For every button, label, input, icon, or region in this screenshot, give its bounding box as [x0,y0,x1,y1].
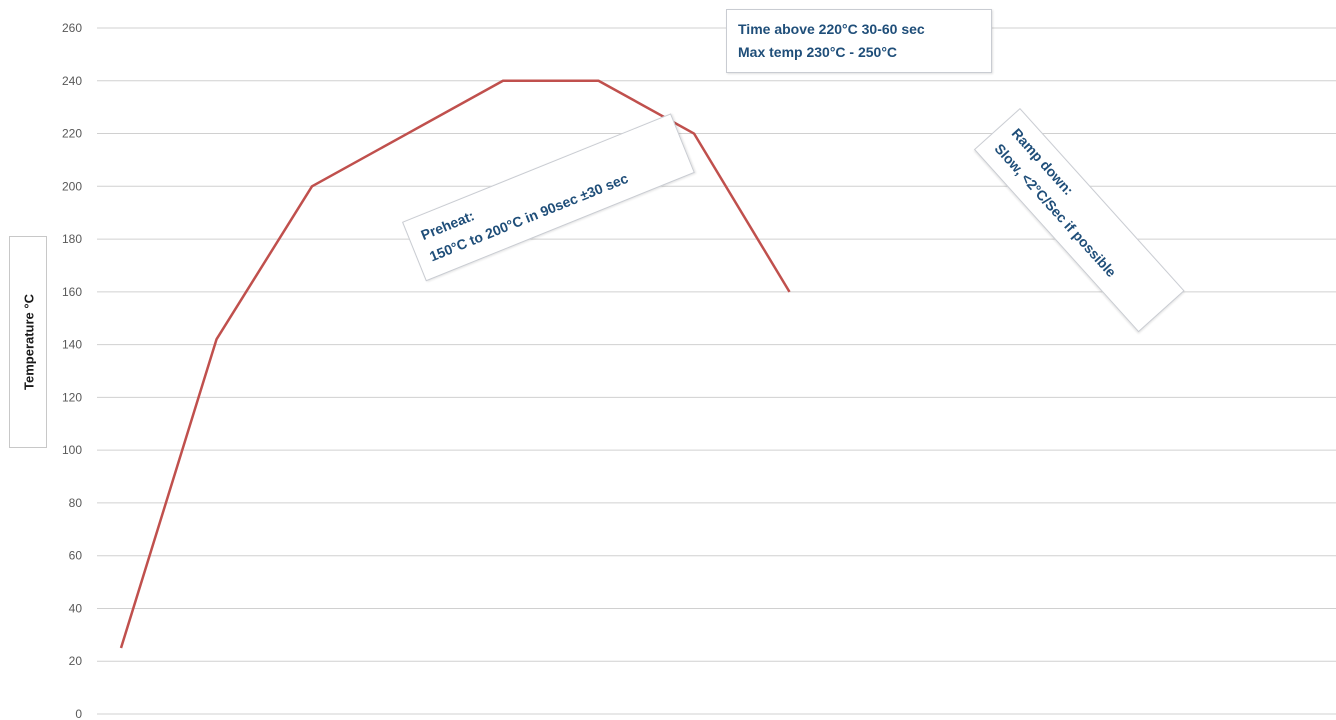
y-tick-label: 60 [69,549,83,563]
annotation-peak-line-1: Time above 220°C 30-60 sec [738,21,925,37]
y-tick-label: 100 [62,443,82,457]
y-tick-label: 240 [62,74,82,88]
y-tick-label: 20 [69,654,83,668]
y-tick-label: 0 [75,707,82,720]
y-tick-label: 120 [62,390,82,404]
series-lines [119,79,791,649]
series-line-0 [119,79,791,649]
y-tick-labels: 0 20 40 60 80 100 120 140 160 180 200 220 240 260 [62,21,82,720]
y-axis-label: Temperature °C [21,294,37,390]
y-tick-label: 260 [62,21,82,35]
y-tick-label: 160 [62,285,82,299]
annotation-peak-line-2: Max temp 230°C - 250°C [738,44,898,60]
y-tick-label: 200 [62,179,82,193]
y-tick-label: 220 [62,127,82,141]
gridlines [97,27,1336,715]
y-axis-label-box [9,236,47,448]
y-tick-label: 40 [69,601,83,615]
annotation-peak: Time above 220°C 30-60 sec Max temp 230°… [726,9,992,73]
y-tick-label: 80 [69,496,83,510]
y-tick-label: 180 [62,232,82,246]
y-tick-label: 140 [62,338,82,352]
